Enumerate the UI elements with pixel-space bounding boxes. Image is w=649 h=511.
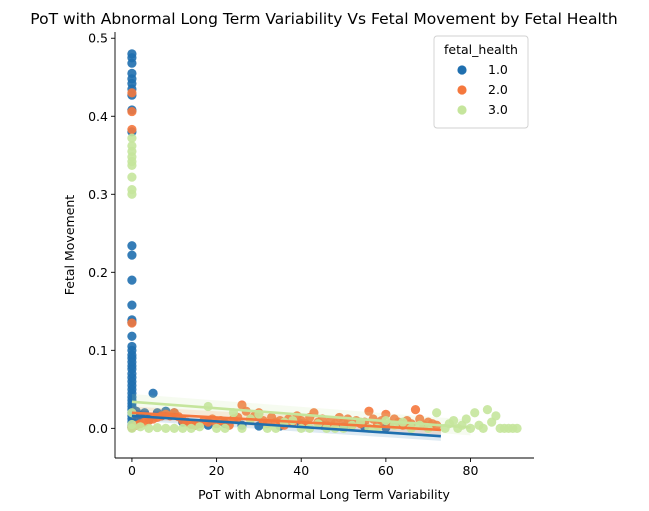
series-3.0	[127, 133, 522, 436]
fit-line-3.0	[131, 400, 471, 429]
x-axis-label: PoT with Abnormal Long Term Variability	[198, 487, 450, 502]
data-point	[127, 172, 137, 182]
data-point	[482, 405, 493, 415]
data-point	[148, 388, 158, 398]
y-ticks: 0.0 0.1 0.2 0.3 0.4 0.5	[88, 31, 115, 436]
data-point	[364, 406, 374, 416]
x-tick-label: 40	[293, 463, 309, 478]
legend-label: 3.0	[488, 102, 508, 117]
legend-label: 2.0	[488, 82, 508, 97]
legend: fetal_health 1.0 2.0 3.0	[433, 35, 529, 129]
series-1.0	[127, 49, 441, 441]
legend-label: 1.0	[488, 62, 508, 77]
legend-marker	[457, 65, 467, 75]
data-point	[512, 423, 522, 433]
data-point	[186, 423, 196, 433]
data-point	[135, 422, 145, 432]
data-point	[220, 423, 230, 433]
data-point	[127, 318, 137, 328]
data-point	[470, 408, 480, 418]
data-point	[169, 423, 179, 433]
data-point	[127, 250, 137, 260]
fit-line-2.0	[131, 411, 441, 432]
data-point	[448, 415, 459, 426]
data-point	[465, 423, 476, 433]
data-point	[461, 414, 471, 424]
data-point	[127, 133, 137, 143]
legend-marker	[457, 85, 467, 95]
series-2.0	[127, 88, 442, 437]
data-point	[491, 411, 501, 421]
y-tick-label: 0.4	[88, 109, 108, 124]
plot-area	[127, 49, 522, 441]
data-point	[161, 423, 171, 433]
data-point	[478, 423, 488, 433]
data-point	[237, 423, 247, 433]
fit-line-1.0	[131, 414, 441, 438]
data-point	[432, 408, 442, 418]
data-point	[127, 241, 137, 251]
x-tick-label: 0	[128, 463, 136, 478]
x-tick-label: 80	[463, 463, 479, 478]
data-point	[127, 124, 137, 135]
data-point	[127, 160, 137, 171]
y-tick-label: 0.0	[88, 421, 108, 436]
data-point	[127, 189, 137, 199]
data-point	[127, 58, 137, 68]
data-point	[127, 300, 137, 310]
data-point	[127, 88, 137, 98]
y-tick-label: 0.5	[88, 31, 108, 46]
data-point	[152, 422, 162, 433]
legend-items: 1.0 2.0 3.0	[457, 62, 508, 117]
data-point	[144, 423, 154, 433]
y-tick-label: 0.1	[88, 343, 108, 358]
data-point	[211, 423, 222, 433]
y-tick-label: 0.2	[88, 265, 108, 280]
y-axis-label: Fetal Movement	[62, 195, 77, 296]
data-point	[127, 106, 137, 117]
x-tick-label: 20	[209, 463, 225, 478]
data-point	[127, 423, 137, 433]
chart-title: PoT with Abnormal Long Term Variability …	[30, 10, 617, 28]
data-point	[127, 275, 137, 285]
data-point	[410, 405, 421, 415]
legend-marker	[457, 105, 467, 115]
y-tick-label: 0.3	[88, 187, 108, 202]
data-point	[195, 422, 205, 432]
x-tick-label: 60	[378, 463, 394, 478]
data-point	[178, 423, 188, 433]
x-ticks: 0 20 40 60 80	[128, 458, 479, 478]
data-point	[127, 331, 137, 341]
legend-title: fetal_health	[444, 42, 518, 57]
legend-frame	[433, 35, 529, 129]
